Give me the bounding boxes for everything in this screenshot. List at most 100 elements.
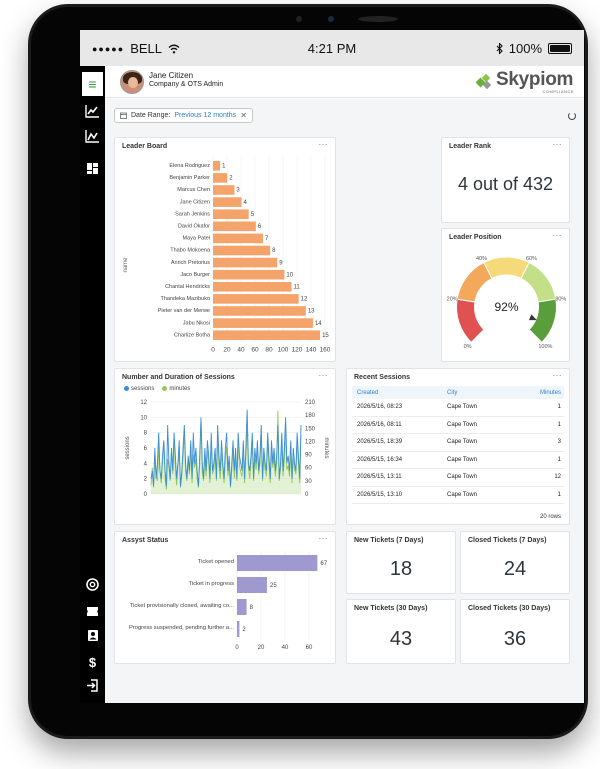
- more-icon[interactable]: ···: [318, 371, 328, 380]
- table-body: 2026/5/16, 08:23 Cape Town 1 2026/5/16, 08:…: [352, 399, 564, 504]
- data-label: 25: [270, 583, 277, 589]
- brand-name: Skypiom: [496, 69, 574, 90]
- data-label: 7: [265, 236, 269, 242]
- kpi-value: 24: [503, 558, 527, 580]
- wifi-icon: [168, 44, 180, 53]
- table-row[interactable]: 2026/5/15, 16:34 Cape Town 1: [352, 452, 564, 469]
- close-icon[interactable]: ✕: [240, 111, 247, 120]
- brand-subtitle: COMPLIANCE: [542, 89, 574, 94]
- avatar[interactable]: [120, 70, 144, 94]
- category-label: Chantal Hendricks: [165, 284, 210, 290]
- cell-created: 2026/5/16, 08:23: [357, 404, 403, 411]
- chart-legend: sessions minutes: [124, 386, 190, 392]
- support-icon[interactable]: [84, 578, 101, 595]
- table-row[interactable]: 2026/5/16, 08:11 Cape Town 1: [352, 417, 564, 434]
- y-left-tick: 6: [144, 446, 148, 452]
- y-right-tick: 90: [305, 453, 312, 459]
- bar: [213, 209, 249, 219]
- legend-minutes[interactable]: minutes: [162, 386, 190, 392]
- sensor-dot: [296, 16, 302, 22]
- category-label: Elena Rodriguez: [169, 163, 210, 169]
- contact-icon[interactable]: [84, 629, 101, 646]
- data-label: 9: [279, 260, 283, 266]
- cell-created: 2026/5/15, 16:34: [357, 456, 403, 463]
- cell-created: 2026/5/15, 13:10: [357, 491, 403, 498]
- table-row[interactable]: 2026/5/15, 18:39 Cape Town 3: [352, 434, 564, 452]
- sessions-card: Number and Duration of Sessions ··· sess…: [114, 368, 336, 525]
- side-nav: ≡ $: [80, 66, 105, 703]
- header-created[interactable]: Created: [357, 389, 379, 396]
- more-icon[interactable]: ···: [318, 534, 328, 543]
- cell-minutes: 3: [557, 439, 561, 446]
- gauge-tick-label: 100%: [538, 344, 552, 350]
- user-name: Jane Citizen: [149, 71, 194, 80]
- data-label: 3: [236, 188, 240, 194]
- kpi-closed-7-card: Closed Tickets (7 Days) 24: [460, 531, 570, 594]
- y-right-tick: 180: [305, 413, 316, 419]
- kpi-new-7-card: New Tickets (7 Days) 18: [346, 531, 456, 594]
- dashboard-icon[interactable]: [84, 162, 101, 179]
- bar: [213, 294, 299, 304]
- cell-minutes: 12: [554, 474, 561, 481]
- filter-value[interactable]: Previous 12 months: [174, 112, 237, 119]
- date-range-filter[interactable]: Date Range: Previous 12 months ✕: [114, 108, 253, 123]
- ticket-icon[interactable]: [84, 604, 101, 621]
- logout-icon[interactable]: [84, 679, 101, 696]
- category-label: Marcus Chen: [177, 187, 210, 193]
- bar: [213, 306, 306, 316]
- dollar-icon[interactable]: $: [88, 655, 97, 670]
- y-left-tick: 4: [144, 461, 148, 467]
- ios-status-bar: ●●●●● BELL 4:21 PM 100%: [80, 30, 584, 66]
- bar: [213, 257, 278, 268]
- table-row[interactable]: 2026/5/15, 13:10 Cape Town 1: [352, 487, 564, 504]
- data-label: 15: [322, 333, 329, 339]
- bar: [213, 330, 321, 340]
- category-label: Benjamin Parker: [169, 175, 210, 181]
- hamburger-icon[interactable]: ≡: [82, 72, 103, 96]
- cell-minutes: 1: [557, 404, 561, 411]
- cell-created: 2026/5/15, 13:11: [357, 474, 402, 481]
- x-tick-label: 40: [237, 347, 245, 354]
- more-icon[interactable]: ···: [552, 231, 562, 240]
- legend-sessions[interactable]: sessions: [124, 386, 154, 392]
- data-label: 12: [301, 297, 308, 303]
- card-title: Assyst Status: [122, 537, 169, 544]
- data-label: 13: [308, 309, 315, 315]
- x-tick-label: 80: [265, 347, 273, 354]
- cell-city: Cape Town: [447, 404, 477, 411]
- category-label: Thandeka Mazibuko: [160, 296, 210, 302]
- gauge-tick-label: 80%: [555, 296, 566, 302]
- battery-level: [550, 45, 570, 52]
- table-header: Created City Minutes: [352, 386, 564, 399]
- y-right-tick: 60: [305, 466, 312, 472]
- more-icon[interactable]: ···: [552, 140, 562, 149]
- header-minutes[interactable]: Minutes: [539, 389, 561, 396]
- chart-line-icon[interactable]: [84, 129, 101, 146]
- category-label: Ticket opened: [198, 559, 234, 565]
- bar: [237, 621, 240, 637]
- more-icon[interactable]: ···: [552, 371, 562, 380]
- more-icon[interactable]: ···: [318, 140, 328, 149]
- category-label: Thabo Mokoena: [170, 248, 211, 254]
- card-title: Leader Board: [122, 143, 168, 150]
- dashboard-content: Date Range: Previous 12 months ✕ Leader …: [105, 99, 584, 703]
- bar: [213, 197, 242, 207]
- bar: [237, 599, 247, 615]
- table-row[interactable]: 2026/5/15, 13:11 Cape Town 12: [352, 469, 564, 487]
- gauge-tick-label: 0%: [464, 344, 472, 350]
- cell-city: Cape Town: [447, 439, 477, 446]
- card-title: Leader Rank: [449, 143, 492, 150]
- data-label: 8: [272, 248, 276, 254]
- clock: 4:21 PM: [307, 41, 357, 56]
- refresh-icon[interactable]: [568, 112, 576, 120]
- table-row[interactable]: 2026/5/16, 08:23 Cape Town 1: [352, 399, 564, 417]
- bar: [213, 221, 256, 232]
- chart-up-icon[interactable]: [84, 104, 101, 121]
- y-right-tick: 30: [305, 479, 312, 485]
- y-left-label: sessions: [125, 436, 131, 459]
- kpi-value: 43: [389, 628, 413, 650]
- cell-minutes: 1: [557, 421, 561, 428]
- card-title: Closed Tickets (30 Days): [468, 605, 551, 612]
- y-right-tick: 120: [305, 439, 316, 445]
- header-city[interactable]: City: [447, 389, 458, 396]
